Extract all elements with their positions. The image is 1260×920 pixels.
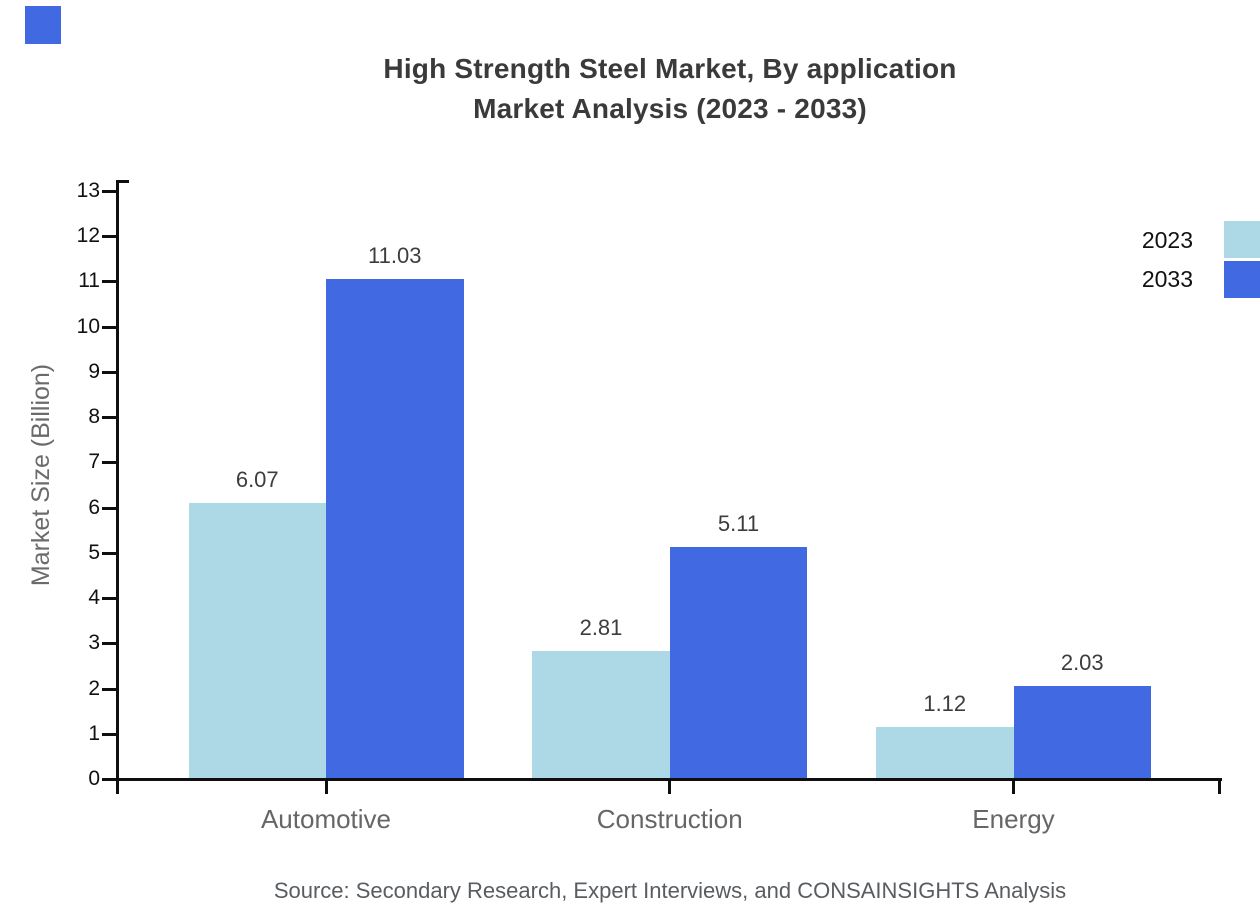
chart-title-line1: High Strength Steel Market, By applicati…: [383, 53, 957, 84]
y-tick-label: 7: [88, 450, 100, 474]
y-tick-label: 9: [88, 359, 100, 383]
source-attribution: Source: Secondary Research, Expert Inter…: [273, 878, 1067, 903]
bar-value-label: 2.03: [1060, 650, 1104, 676]
bar-2023-automotive: [188, 503, 326, 778]
legend-label-2033: 2033: [1141, 266, 1193, 292]
chart-title-line2: Market Analysis (2023 - 2033): [473, 93, 867, 124]
y-tick-mark: [102, 370, 116, 374]
y-tick-label: 5: [88, 540, 100, 564]
y-tick-label: 2: [88, 676, 100, 700]
bar-2033-energy: [1013, 686, 1151, 778]
y-tick-mark: [102, 325, 116, 329]
y-tick-mark: [102, 778, 116, 781]
y-axis-line: [116, 180, 119, 794]
x-axis-line: [116, 778, 1222, 781]
y-axis-top-cap: [116, 180, 129, 183]
bar-value-label: 5.11: [717, 510, 760, 536]
bar-2023-construction: [532, 650, 670, 778]
category-label-automotive: Automotive: [260, 804, 392, 834]
y-tick-mark: [102, 416, 116, 420]
y-tick-label: 4: [88, 586, 100, 610]
y-tick-mark: [102, 280, 116, 284]
x-axis-end-tick: [1218, 781, 1221, 794]
legend-label-2023: 2023: [1141, 226, 1193, 253]
chart-title: High Strength Steel Market, By applicati…: [90, 49, 1250, 129]
y-tick-label: 8: [88, 405, 100, 429]
y-tick-mark: [102, 642, 116, 646]
y-tick-mark: [102, 190, 116, 193]
bar-value-label: 6.07: [235, 467, 279, 493]
bar-2033-automotive: [326, 279, 464, 778]
bar-2023-energy: [876, 727, 1014, 778]
x-tick-mark: [668, 781, 672, 794]
y-tick-label: 6: [88, 495, 100, 519]
y-tick-label: 12: [76, 224, 100, 248]
y-tick-label: 10: [76, 314, 100, 338]
y-tick-label: 11: [78, 269, 100, 293]
category-label-energy: Energy: [972, 804, 1055, 834]
y-tick-label: 3: [88, 631, 100, 655]
y-tick-label: 1: [88, 721, 100, 745]
bar-value-label: 2.81: [579, 614, 623, 640]
bar-2033-construction: [669, 546, 808, 778]
y-tick-label: 13: [76, 179, 100, 202]
y-tick-label: 0: [88, 767, 100, 790]
y-tick-mark: [102, 732, 116, 736]
y-tick-mark: [102, 551, 116, 555]
bar-value-label: 1.12: [923, 691, 967, 717]
y-tick-mark: [102, 461, 116, 465]
x-tick-mark: [1012, 781, 1015, 794]
y-tick-mark: [102, 506, 116, 510]
brand-logo-square: [25, 6, 61, 44]
x-tick-mark: [324, 781, 328, 794]
legend-swatch-2033: [1224, 260, 1260, 298]
category-label-construction: Construction: [596, 804, 743, 834]
y-tick-mark: [102, 687, 116, 691]
y-tick-mark: [102, 235, 116, 239]
bar-value-label: 11.03: [368, 243, 422, 269]
legend-swatch-2023: [1224, 221, 1260, 258]
y-tick-mark: [102, 597, 116, 601]
